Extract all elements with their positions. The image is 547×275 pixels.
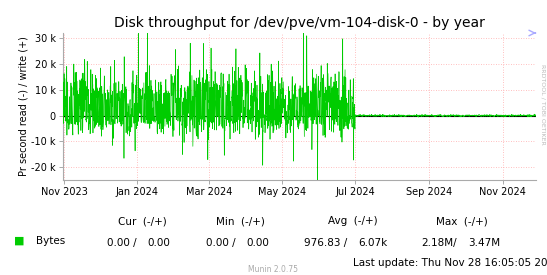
Text: 0.00: 0.00 [148,238,171,248]
Text: Max  (-/+): Max (-/+) [437,216,488,226]
Text: ■: ■ [14,236,24,246]
Text: Bytes: Bytes [36,236,65,246]
Text: Avg  (-/+): Avg (-/+) [328,216,377,226]
Text: Min  (-/+): Min (-/+) [216,216,265,226]
Text: 2.18M/: 2.18M/ [421,238,457,248]
Text: 0.00 /: 0.00 / [206,238,235,248]
Text: 6.07k: 6.07k [358,238,387,248]
Y-axis label: Pr second read (-) / write (+): Pr second read (-) / write (+) [19,37,28,177]
Text: Last update: Thu Nov 28 16:05:05 2024: Last update: Thu Nov 28 16:05:05 2024 [353,258,547,268]
Text: Munin 2.0.75: Munin 2.0.75 [248,265,299,274]
Title: Disk throughput for /dev/pve/vm-104-disk-0 - by year: Disk throughput for /dev/pve/vm-104-disk… [114,16,485,31]
Text: 976.83 /: 976.83 / [304,238,347,248]
Text: 3.47M: 3.47M [468,238,500,248]
Text: 0.00 /: 0.00 / [107,238,137,248]
Text: Cur  (-/+): Cur (-/+) [118,216,167,226]
Text: RRDTOOL / TOBI OETIKER: RRDTOOL / TOBI OETIKER [541,64,546,145]
Text: 0.00: 0.00 [246,238,269,248]
